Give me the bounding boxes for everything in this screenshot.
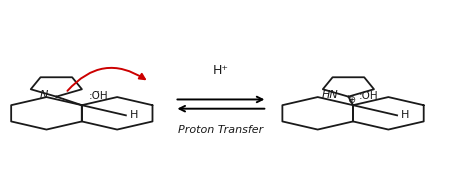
- Text: :: :: [58, 91, 65, 101]
- Text: :ÖH: :ÖH: [89, 91, 108, 101]
- Text: :ÖH: :ÖH: [359, 91, 378, 101]
- Text: H⁺: H⁺: [213, 64, 229, 77]
- Text: HN: HN: [321, 90, 338, 100]
- Text: N: N: [40, 90, 48, 100]
- Text: H: H: [401, 110, 409, 120]
- Text: Proton Transfer: Proton Transfer: [178, 125, 264, 135]
- Text: H: H: [130, 110, 138, 120]
- Text: ⊕: ⊕: [347, 95, 355, 105]
